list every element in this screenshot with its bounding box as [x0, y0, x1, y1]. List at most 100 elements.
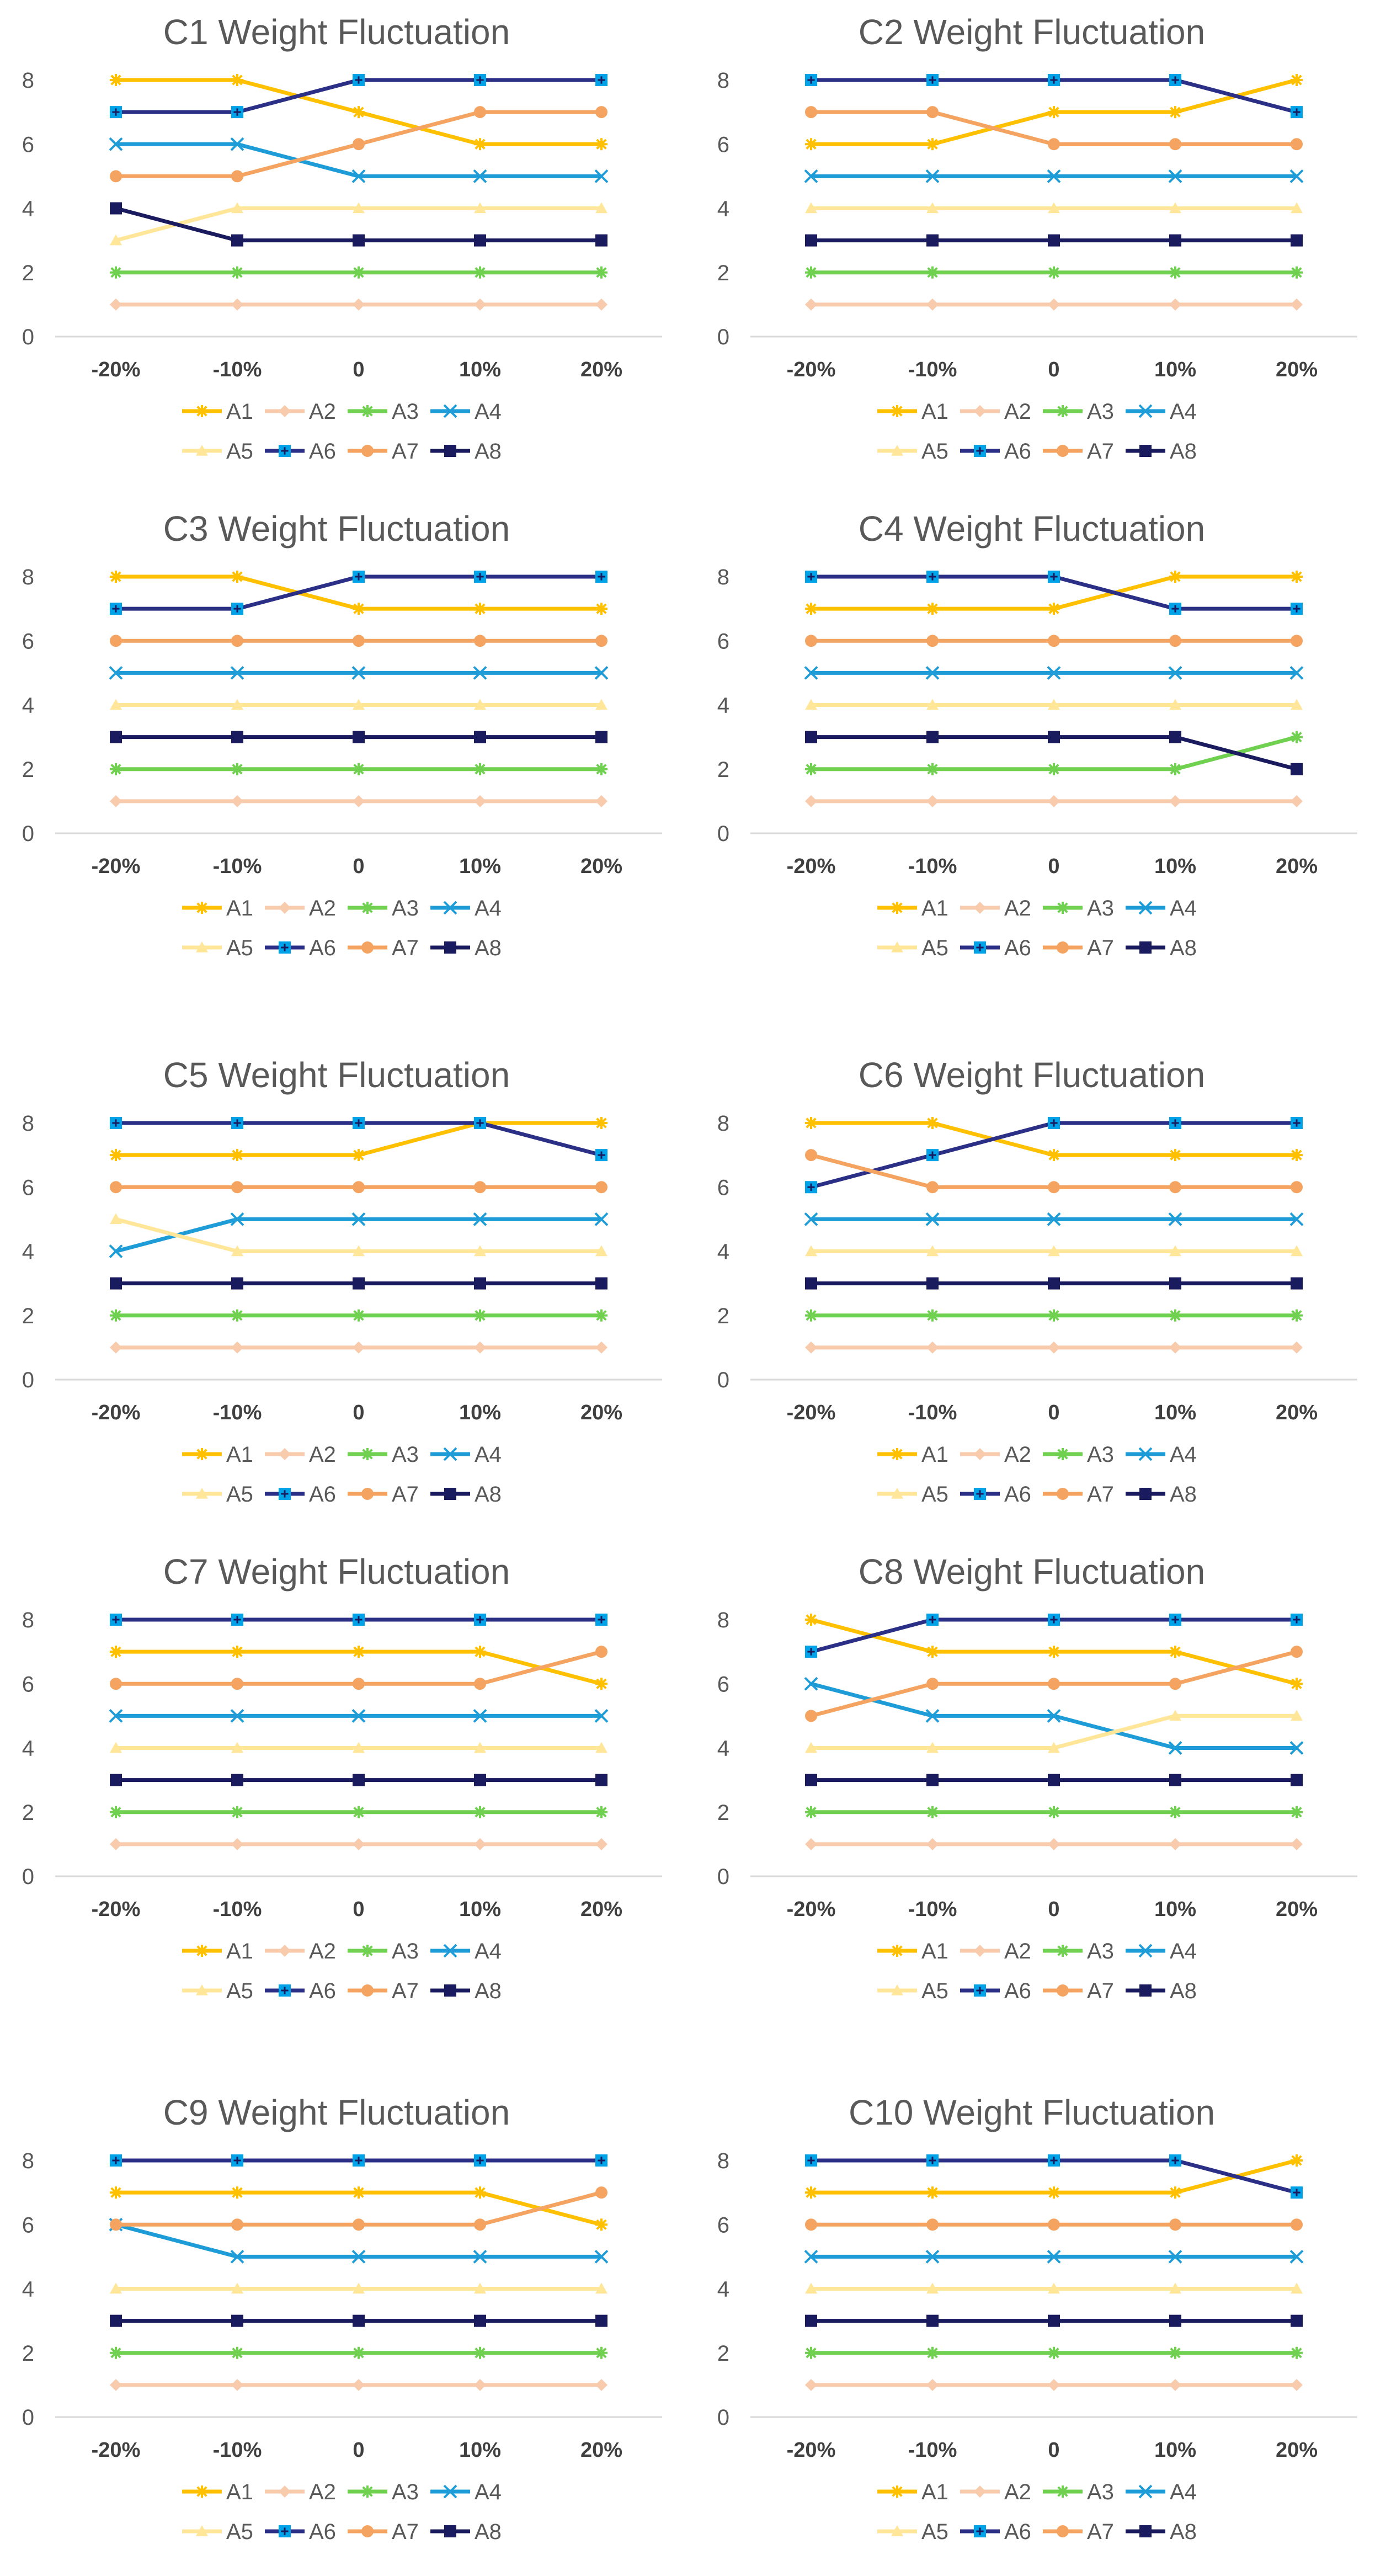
- data-point-A2: [474, 1341, 486, 1354]
- series-A5: [805, 2282, 1303, 2294]
- legend-label-A2: A2: [1004, 2480, 1031, 2504]
- y-tick-label: 0: [22, 1368, 34, 1392]
- data-point-A7: [1291, 635, 1303, 647]
- chart-panel-c4: C4 Weight Fluctuation 0 2 4 6 8 -20% -10% 0 10% 20…: [717, 509, 1357, 960]
- chart-title: C1 Weight Fluctuation: [163, 12, 510, 52]
- data-point-A3: [1048, 2346, 1060, 2359]
- legend-marker-A3: [361, 1448, 374, 1460]
- data-point-A4: [473, 666, 487, 680]
- series-A7: [805, 2218, 1303, 2231]
- data-point-A6: [233, 2157, 241, 2164]
- data-point-A5: [595, 2282, 607, 2294]
- data-point-A1: [110, 571, 122, 583]
- x-tick-label: 0: [1048, 1898, 1059, 1921]
- series-A6: [805, 74, 1303, 119]
- data-point-A4: [804, 169, 818, 183]
- series-A7: [110, 1181, 607, 1194]
- data-point-A7: [805, 106, 817, 119]
- data-point-A1: [595, 1678, 607, 1690]
- legend-marker-A8: [1139, 1488, 1152, 1500]
- series-A7: [110, 1646, 607, 1690]
- legend-marker-A6: [976, 944, 984, 951]
- y-tick-label: 2: [717, 261, 729, 285]
- legend-marker-A8: [1139, 1984, 1152, 1997]
- data-point-A8: [474, 1277, 486, 1290]
- x-tick-label: -10%: [908, 1401, 957, 1424]
- data-point-A6: [476, 76, 484, 84]
- legend-label-A4: A4: [1170, 1939, 1197, 1963]
- data-point-A8: [110, 1277, 122, 1290]
- series-A4: [109, 1709, 609, 1723]
- legend-marker-A8: [444, 2525, 456, 2537]
- legend-label-A1: A1: [921, 2480, 948, 2504]
- legend-label-A3: A3: [392, 896, 419, 920]
- data-point-A4: [1289, 2249, 1304, 2264]
- data-point-A2: [1169, 2378, 1181, 2391]
- data-point-A3: [1291, 731, 1303, 743]
- data-point-A5: [353, 1742, 365, 1753]
- data-point-A2: [1048, 298, 1060, 311]
- data-point-A3: [926, 763, 939, 775]
- y-tick-label: 8: [22, 2149, 34, 2173]
- y-tick-label: 6: [22, 1672, 34, 1696]
- data-point-A5: [474, 1245, 486, 1257]
- data-point-A6: [476, 2157, 484, 2164]
- chart-legend: A1 A2 A3 A4 A5 A6 A7 A8: [182, 400, 502, 464]
- data-point-A6: [1293, 1119, 1301, 1127]
- data-point-A4: [804, 666, 818, 680]
- series-A3: [805, 1309, 1303, 1322]
- data-point-A4: [351, 169, 366, 183]
- series-A5: [805, 202, 1303, 214]
- data-point-A5: [1291, 699, 1303, 710]
- legend-label-A1: A1: [921, 1443, 948, 1467]
- data-point-A2: [110, 795, 122, 807]
- series-A2: [110, 1838, 607, 1850]
- x-tick-label: 10%: [1154, 1898, 1196, 1921]
- x-tick-label: 0: [353, 855, 364, 878]
- legend-label-A8: A8: [1170, 1979, 1197, 2003]
- data-point-A8: [474, 1774, 486, 1786]
- data-point-A1: [353, 106, 365, 119]
- y-tick-label: 8: [22, 565, 34, 589]
- legend-label-A8: A8: [1170, 936, 1197, 960]
- data-point-A8: [474, 731, 486, 743]
- data-point-A1: [474, 603, 486, 615]
- data-point-A6: [355, 1616, 363, 1624]
- legend-marker-A5: [196, 941, 208, 952]
- data-point-A4: [109, 1244, 123, 1258]
- data-point-A7: [474, 1678, 486, 1690]
- data-point-A2: [595, 298, 607, 311]
- data-point-A2: [1291, 795, 1303, 807]
- data-point-A7: [353, 1181, 365, 1194]
- x-tick-label: 20%: [1276, 358, 1318, 381]
- series-A4: [804, 169, 1304, 183]
- series-A7: [805, 106, 1303, 151]
- data-point-A2: [231, 795, 243, 807]
- data-point-A1: [1291, 571, 1303, 583]
- data-point-A8: [926, 1277, 939, 1290]
- data-point-A8: [1048, 2314, 1060, 2327]
- y-tick-label: 2: [717, 1801, 729, 1825]
- series-A4: [804, 1212, 1304, 1226]
- series-A7: [110, 635, 607, 647]
- legend-marker-A4: [1138, 1944, 1153, 1958]
- data-point-A3: [595, 763, 607, 775]
- series-A3: [110, 763, 607, 775]
- data-point-A4: [925, 169, 940, 183]
- series-A1: [110, 74, 607, 151]
- data-point-A8: [595, 2314, 607, 2327]
- data-point-A2: [231, 1341, 243, 1354]
- data-point-A1: [231, 571, 243, 583]
- data-point-A7: [595, 1646, 607, 1658]
- legend-marker-A2: [974, 902, 986, 914]
- series-A8: [805, 2314, 1303, 2327]
- data-point-A4: [804, 2249, 818, 2264]
- data-point-A5: [110, 699, 122, 710]
- x-tick-label: -10%: [213, 855, 262, 878]
- data-point-A3: [1048, 1309, 1060, 1322]
- data-point-A3: [595, 2346, 607, 2359]
- x-tick-label: -20%: [787, 855, 836, 878]
- data-point-A6: [112, 1119, 120, 1127]
- data-point-A5: [231, 1245, 243, 1257]
- x-tick-label: -20%: [787, 1401, 836, 1424]
